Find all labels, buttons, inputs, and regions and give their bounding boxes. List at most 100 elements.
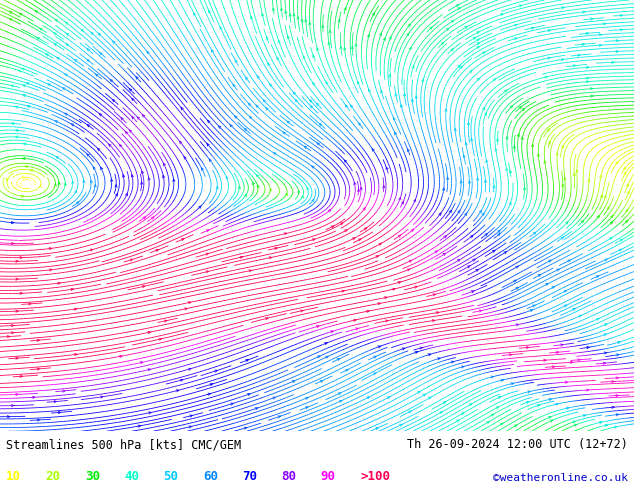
FancyArrowPatch shape xyxy=(295,100,298,102)
FancyArrowPatch shape xyxy=(544,359,546,362)
FancyArrowPatch shape xyxy=(548,29,550,32)
FancyArrowPatch shape xyxy=(373,373,376,375)
Text: 30: 30 xyxy=(85,470,100,483)
FancyArrowPatch shape xyxy=(163,175,165,178)
FancyArrowPatch shape xyxy=(121,118,124,120)
FancyArrowPatch shape xyxy=(470,138,473,141)
FancyArrowPatch shape xyxy=(63,390,65,392)
FancyArrowPatch shape xyxy=(256,175,259,177)
FancyArrowPatch shape xyxy=(184,157,186,159)
FancyArrowPatch shape xyxy=(604,352,607,354)
FancyArrowPatch shape xyxy=(487,421,489,423)
FancyArrowPatch shape xyxy=(87,60,89,62)
FancyArrowPatch shape xyxy=(37,339,39,342)
FancyArrowPatch shape xyxy=(476,270,479,271)
FancyArrowPatch shape xyxy=(138,117,139,120)
FancyArrowPatch shape xyxy=(320,123,322,126)
FancyArrowPatch shape xyxy=(138,425,140,427)
FancyArrowPatch shape xyxy=(394,132,397,135)
FancyArrowPatch shape xyxy=(578,54,580,56)
FancyArrowPatch shape xyxy=(486,160,488,163)
FancyArrowPatch shape xyxy=(407,269,410,271)
FancyArrowPatch shape xyxy=(287,36,289,39)
FancyArrowPatch shape xyxy=(586,66,589,69)
FancyArrowPatch shape xyxy=(29,303,31,305)
FancyArrowPatch shape xyxy=(164,320,167,322)
FancyArrowPatch shape xyxy=(143,217,145,219)
FancyArrowPatch shape xyxy=(245,77,248,80)
FancyArrowPatch shape xyxy=(15,106,18,108)
FancyArrowPatch shape xyxy=(16,310,18,312)
FancyArrowPatch shape xyxy=(285,11,287,13)
FancyArrowPatch shape xyxy=(100,52,102,55)
FancyArrowPatch shape xyxy=(591,95,593,97)
FancyArrowPatch shape xyxy=(531,27,534,29)
FancyArrowPatch shape xyxy=(37,37,39,40)
FancyArrowPatch shape xyxy=(206,271,209,273)
FancyArrowPatch shape xyxy=(293,14,295,16)
FancyArrowPatch shape xyxy=(55,44,56,46)
FancyArrowPatch shape xyxy=(461,413,463,415)
Text: 90: 90 xyxy=(321,470,336,483)
FancyArrowPatch shape xyxy=(257,76,259,78)
FancyArrowPatch shape xyxy=(441,43,444,45)
FancyArrowPatch shape xyxy=(113,99,115,102)
FancyArrowPatch shape xyxy=(8,416,10,418)
FancyArrowPatch shape xyxy=(586,389,589,391)
FancyArrowPatch shape xyxy=(526,401,529,404)
FancyArrowPatch shape xyxy=(616,394,618,397)
FancyArrowPatch shape xyxy=(380,33,382,36)
FancyArrowPatch shape xyxy=(159,338,162,341)
FancyArrowPatch shape xyxy=(181,107,183,110)
FancyArrowPatch shape xyxy=(273,397,275,399)
FancyArrowPatch shape xyxy=(604,196,606,198)
FancyArrowPatch shape xyxy=(498,234,500,236)
FancyArrowPatch shape xyxy=(96,74,98,76)
FancyArrowPatch shape xyxy=(392,288,395,291)
FancyArrowPatch shape xyxy=(317,143,320,145)
FancyArrowPatch shape xyxy=(604,23,605,25)
FancyArrowPatch shape xyxy=(605,259,607,261)
FancyArrowPatch shape xyxy=(571,361,573,364)
FancyArrowPatch shape xyxy=(8,336,10,338)
FancyArrowPatch shape xyxy=(338,393,340,395)
FancyArrowPatch shape xyxy=(625,220,628,223)
FancyArrowPatch shape xyxy=(477,32,479,34)
FancyArrowPatch shape xyxy=(235,116,237,119)
FancyArrowPatch shape xyxy=(567,260,570,262)
FancyArrowPatch shape xyxy=(600,175,602,177)
FancyArrowPatch shape xyxy=(303,56,305,59)
FancyArrowPatch shape xyxy=(514,38,517,40)
FancyArrowPatch shape xyxy=(546,284,548,286)
FancyArrowPatch shape xyxy=(528,391,530,393)
FancyArrowPatch shape xyxy=(83,180,85,183)
FancyArrowPatch shape xyxy=(616,40,618,42)
FancyArrowPatch shape xyxy=(344,48,346,50)
FancyArrowPatch shape xyxy=(561,146,564,148)
FancyArrowPatch shape xyxy=(306,397,308,399)
FancyArrowPatch shape xyxy=(126,194,127,196)
FancyArrowPatch shape xyxy=(414,199,416,202)
FancyArrowPatch shape xyxy=(32,396,35,398)
FancyArrowPatch shape xyxy=(505,90,507,93)
FancyArrowPatch shape xyxy=(556,153,558,155)
FancyArrowPatch shape xyxy=(329,30,331,33)
FancyArrowPatch shape xyxy=(368,89,370,92)
FancyArrowPatch shape xyxy=(401,201,403,204)
FancyArrowPatch shape xyxy=(385,296,387,299)
FancyArrowPatch shape xyxy=(27,105,30,107)
FancyArrowPatch shape xyxy=(443,253,446,256)
FancyArrowPatch shape xyxy=(616,377,618,379)
FancyArrowPatch shape xyxy=(506,137,508,139)
FancyArrowPatch shape xyxy=(509,354,512,356)
FancyArrowPatch shape xyxy=(23,95,26,97)
FancyArrowPatch shape xyxy=(143,286,145,288)
FancyArrowPatch shape xyxy=(516,266,518,268)
FancyArrowPatch shape xyxy=(20,257,22,259)
FancyArrowPatch shape xyxy=(316,325,319,328)
FancyArrowPatch shape xyxy=(573,309,575,311)
FancyArrowPatch shape xyxy=(418,392,420,393)
FancyArrowPatch shape xyxy=(408,411,411,413)
FancyArrowPatch shape xyxy=(614,426,617,428)
FancyArrowPatch shape xyxy=(206,253,209,255)
